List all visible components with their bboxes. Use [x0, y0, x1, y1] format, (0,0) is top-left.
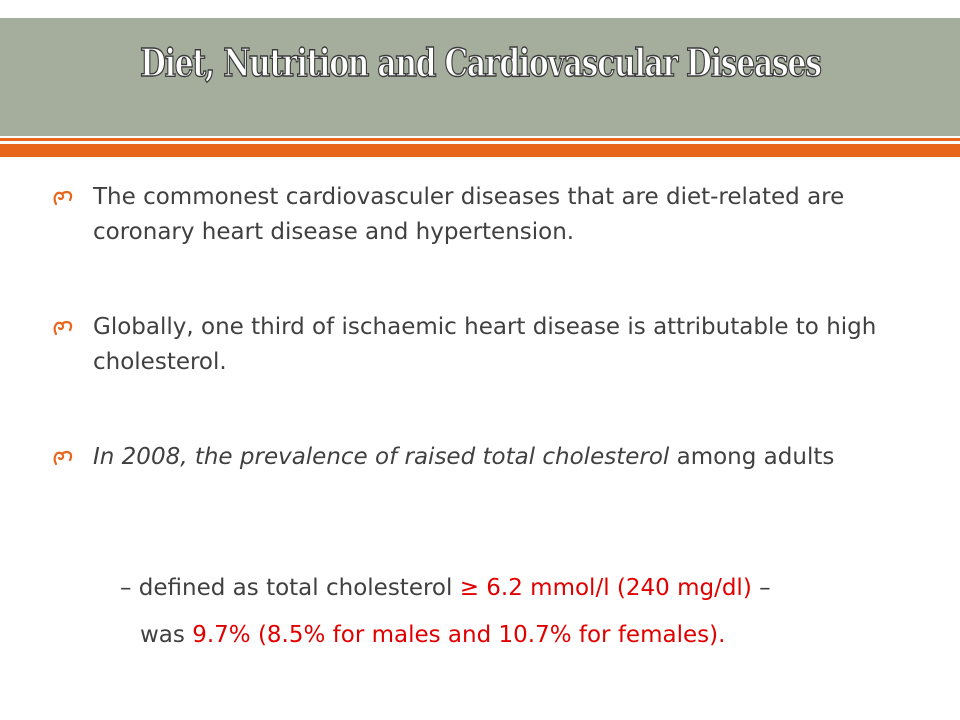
bullet-text: Globally, one third of ischaemic heart d… — [93, 314, 877, 375]
definition-suffix: – — [751, 575, 771, 601]
bullet-item: In 2008, the prevalence of raised total … — [48, 440, 878, 475]
hook-swirl-icon — [53, 320, 73, 336]
accent-rule-gap — [0, 141, 960, 144]
accent-rule-thick — [0, 144, 960, 157]
bullet-italic-text: In 2008, the prevalence of raised total … — [93, 444, 670, 470]
result-highlight: 9.7% (8.5% for males and 10.7% for femal… — [192, 622, 726, 648]
hook-swirl-icon — [53, 450, 73, 466]
result-prefix: was — [140, 622, 193, 648]
result-line: was 9.7% (8.5% for males and 10.7% for f… — [140, 618, 725, 653]
bullet-normal-text: among adults — [669, 444, 835, 470]
bullet-text: In 2008, the prevalence of raised total … — [93, 440, 878, 475]
bullet-text: The commonest cardiovasculer diseases th… — [93, 184, 845, 245]
accent-rule-thin — [0, 138, 960, 141]
definition-prefix: – defined as total cholesterol — [120, 575, 460, 601]
bullet-item: Globally, one third of ischaemic heart d… — [48, 310, 878, 380]
definition-line: – defined as total cholesterol ≥ 6.2 mmo… — [120, 571, 771, 606]
hook-swirl-icon — [53, 190, 73, 206]
title-bar — [0, 18, 960, 136]
definition-highlight: ≥ 6.2 mmol/l (240 mg/dl) — [459, 575, 752, 601]
slide-title-text: Diet, Nutrition and Cardiovascular Disea… — [140, 39, 823, 85]
slide-title: Diet, Nutrition and Cardiovascular Disea… — [106, 39, 855, 85]
bullet-item: The commonest cardiovasculer diseases th… — [48, 180, 878, 250]
